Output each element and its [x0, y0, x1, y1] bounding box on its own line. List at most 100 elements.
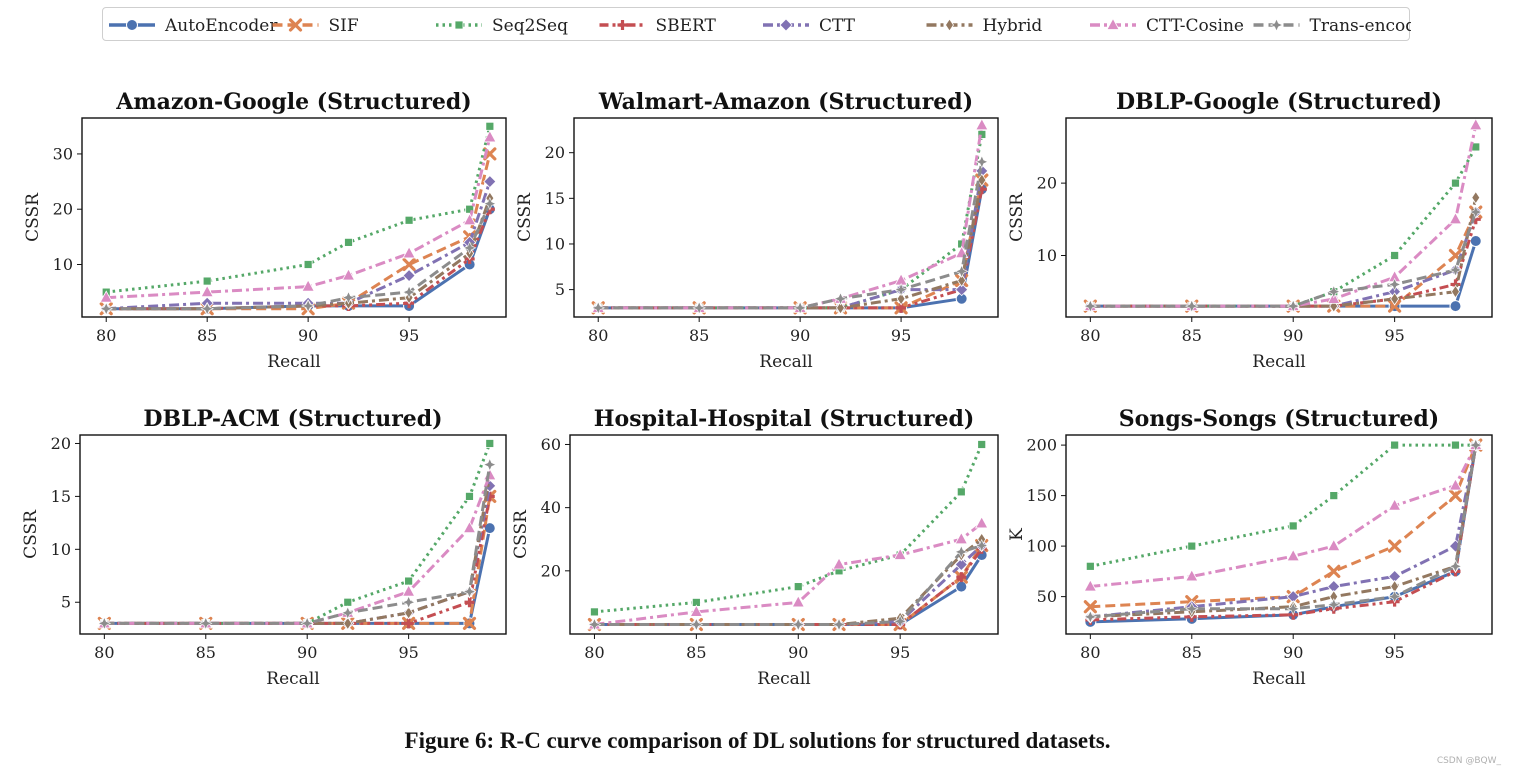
point-ctt-cosine [483, 130, 497, 143]
point-ctt-cosine [893, 547, 907, 560]
point-ctt-cosine [689, 604, 704, 617]
point-trans-encoder [462, 241, 477, 255]
legend-item-hybrid: Hybrid [926, 16, 1042, 36]
x-tick-label: 90 [788, 643, 808, 662]
point-hybrid [836, 301, 845, 315]
legend-label-ctt: CTT [819, 16, 856, 36]
point-trans-encoder [975, 155, 989, 169]
line-sbert [594, 547, 983, 626]
point-trans-encoder [1185, 602, 1199, 616]
line-seq2seq [104, 442, 492, 625]
point-trans-encoder [793, 301, 807, 315]
x-tick-label: 90 [1283, 326, 1303, 345]
legend-item-ctt: CTT [763, 16, 856, 36]
point-trans-encoder [894, 282, 908, 297]
axes-frame [81, 117, 507, 318]
point-trans-encoder [1469, 205, 1483, 219]
legend-item-ctt-cosine: CTT-Cosine [1090, 16, 1244, 36]
series-sbert [589, 543, 987, 630]
point-trans-encoder [1387, 589, 1402, 604]
point-ctt-cosine [975, 118, 989, 131]
line-sif [594, 544, 983, 626]
point-trans-encoder [1286, 602, 1300, 616]
point-seq2seq [793, 582, 803, 592]
watermark: CSDN @BQW_ [1436, 756, 1501, 766]
y-tick-label: 10 [545, 234, 565, 253]
series-autoencoder [1084, 439, 1482, 628]
point-ctt-cosine [1387, 498, 1402, 511]
series-sif [97, 489, 497, 631]
legend-label-trans-encoder: Trans-encoder [1310, 16, 1412, 36]
point-seq2seq [404, 576, 414, 586]
panel-songs-songs-structured: Songs-Songs (Structured) 80 85 90 95 50 100 150… [1007, 406, 1493, 689]
point-seq2seq [303, 260, 313, 269]
point-seq2seq [404, 215, 414, 225]
x-tick-label: 90 [297, 643, 317, 662]
plot-area [591, 118, 989, 315]
point-ctt-cosine [954, 531, 968, 545]
y-tick-label: 5 [61, 593, 71, 612]
line-seq2seq [1090, 443, 1476, 568]
point-seq2seq [1390, 440, 1400, 450]
legend: AutoEncoder SIF Seq2Seq SBERT CTT Hybrid CTT-C… [102, 7, 1412, 41]
series-trans-encoder [591, 155, 989, 315]
point-trans-encoder [954, 545, 969, 559]
line-ctt [594, 544, 983, 626]
x-tick-label: 80 [588, 326, 608, 345]
x-tick-label: 85 [689, 326, 709, 345]
line-trans-encoder [106, 203, 492, 311]
point-ctt-cosine [402, 246, 416, 259]
y-tick-label: 50 [1037, 587, 1057, 606]
point-trans-encoder [200, 301, 214, 316]
point-ctt [955, 283, 969, 297]
legend-label-sif: SIF [329, 16, 359, 36]
point-trans-encoder [791, 617, 806, 632]
legend-label-seq2seq: Seq2Seq [492, 16, 568, 36]
y-tick-label: 10 [51, 540, 71, 559]
series-hybrid [99, 468, 495, 631]
y-tick-label: 20 [545, 143, 565, 162]
axes-frame [569, 434, 999, 635]
point-sif [402, 257, 416, 272]
x-tick-label: 90 [790, 326, 810, 345]
point-trans-encoder [1448, 263, 1463, 277]
legend-marker-ctt [779, 18, 793, 32]
line-hybrid [1090, 197, 1478, 308]
point-trans-encoder [1469, 438, 1483, 452]
point-ctt [954, 557, 968, 572]
point-trans-encoder [1286, 299, 1300, 313]
point-seq2seq [485, 439, 495, 448]
legend-marker-seq2seq [454, 20, 464, 30]
legend-label-autoencoder: AutoEncoder [164, 16, 278, 36]
plot-area [97, 439, 497, 631]
plot-area [587, 440, 989, 632]
legend-item-sif: SIF [272, 16, 359, 36]
series-sbert [99, 491, 495, 629]
point-seq2seq [1085, 561, 1095, 571]
series-ctt-cosine [591, 118, 989, 313]
x-tick-label: 95 [890, 643, 910, 662]
point-seq2seq [1288, 521, 1298, 531]
point-ctt-cosine [301, 279, 315, 292]
x-axis-label: Recall [266, 669, 319, 689]
series-ctt-cosine [1083, 118, 1483, 312]
point-hybrid [404, 606, 414, 620]
y-tick-label: 20 [1037, 174, 1057, 193]
legend-marker-ctt-cosine [1106, 17, 1120, 30]
point-ctt-cosine [1185, 569, 1199, 582]
panel-walmart-amazon-structured: Walmart-Amazon (Structured) 80 85 90 95 5 10 15… [515, 89, 999, 372]
line-trans-encoder [104, 464, 492, 625]
y-axis-label: CSSR [515, 192, 535, 242]
series-ctt [1083, 205, 1483, 313]
x-axis-label: Recall [267, 352, 320, 372]
point-trans-encoder [832, 617, 846, 632]
figure-caption: Figure 6: R-C curve comparison of DL sol… [404, 728, 1111, 753]
y-tick-label: 60 [541, 435, 561, 454]
point-seq2seq [343, 597, 353, 607]
x-tick-label: 85 [686, 643, 706, 662]
x-axis-label: Recall [1252, 669, 1305, 689]
line-ctt-cosine [1090, 444, 1478, 588]
point-ctt-cosine [1083, 579, 1098, 592]
point-sbert [956, 572, 967, 583]
point-sif [1388, 539, 1402, 553]
